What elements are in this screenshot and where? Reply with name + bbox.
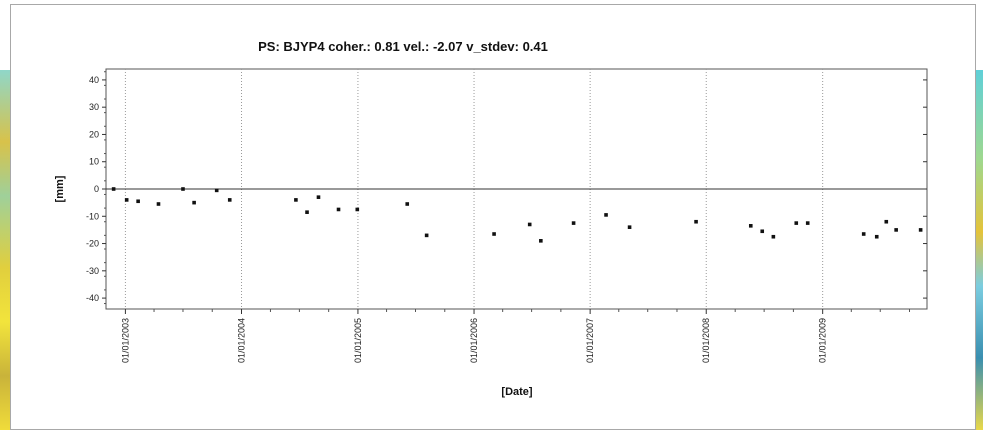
y-tick-label: -20 [86,239,99,249]
x-tick-label: 01/01/2003 [120,318,130,363]
data-point [874,234,879,239]
x-axis-label: [Date] [501,386,533,398]
data-point [181,187,185,191]
data-point [527,222,532,227]
y-tick-label: -40 [86,293,99,303]
data-point [794,221,799,225]
data-point [405,202,410,206]
data-point [604,213,608,217]
data-point [805,221,810,225]
y-tick-label: 20 [89,129,99,139]
data-point [336,207,341,212]
data-point [861,232,866,236]
x-tick-label: 01/01/2006 [469,318,479,363]
y-tick-label: 10 [89,157,99,167]
data-point [771,234,776,239]
data-point [156,202,161,206]
y-tick-label: 30 [89,102,99,112]
y-axis-label: [mm] [54,175,66,202]
y-tick-label: -30 [86,266,99,276]
data-point [136,199,140,204]
chart-window: PS: BJYP4 coher.: 0.81 vel.: -2.07 v_std… [10,4,976,430]
data-point [694,219,698,224]
y-tick-label: 0 [94,184,99,194]
data-point [316,195,321,199]
data-point [124,198,129,202]
data-point [894,228,898,232]
data-point [227,198,232,202]
data-point [884,219,889,224]
data-point [355,207,360,212]
data-point [571,221,576,225]
x-tick-label: 01/01/2009 [818,318,828,363]
data-point [760,229,765,234]
chart-title: PS: BJYP4 coher.: 0.81 vel.: -2.07 v_std… [258,39,548,54]
chart: PS: BJYP4 coher.: 0.81 vel.: -2.07 v_std… [54,39,928,398]
x-tick-label: 01/01/2008 [701,318,711,363]
y-axis-ticks: 40 30 20 10 0 -10 -20 -30 -40 [86,71,927,305]
x-tick-label: 01/01/2005 [353,318,363,363]
y-tick-label: -10 [86,211,99,221]
data-point [424,233,429,238]
data-point [492,232,496,236]
data-point [748,224,753,228]
data-point [918,228,923,232]
data-point [111,187,116,191]
x-tick-label: 01/01/2004 [237,318,247,363]
data-point [192,200,196,205]
data-point [627,225,632,229]
y-tick-label: 40 [89,75,99,85]
x-tick-label: 01/01/2007 [585,318,595,363]
x-axis-ticks: 01/01/2003 01/01/2004 01/01/2005 01/01/2006… [120,309,911,363]
data-points [111,187,923,243]
data-point [539,239,543,243]
data-point [214,188,219,193]
data-point [305,210,309,214]
data-point [294,198,298,202]
